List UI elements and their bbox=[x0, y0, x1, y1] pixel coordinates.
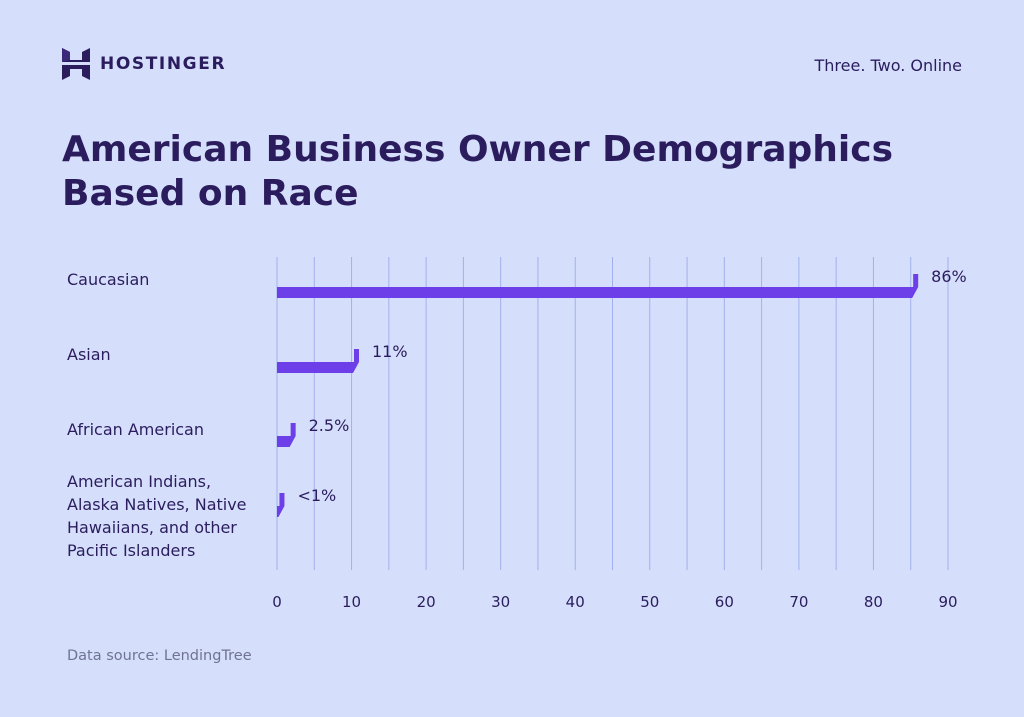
x-tick-label: 30 bbox=[491, 593, 510, 611]
bar bbox=[277, 274, 919, 298]
data-label: 86% bbox=[931, 267, 967, 286]
brand-name: HOSTINGER bbox=[100, 54, 227, 74]
category-label-asian: Asian bbox=[67, 345, 111, 364]
x-tick-label: 20 bbox=[417, 593, 436, 611]
bar bbox=[277, 423, 296, 447]
x-tick-label: 50 bbox=[640, 593, 659, 611]
category-label-african-american: African American bbox=[67, 420, 204, 439]
data-label: 2.5% bbox=[309, 416, 350, 435]
category-label-caucasian: Caucasian bbox=[67, 270, 150, 289]
bar bbox=[277, 493, 285, 517]
bar bbox=[277, 349, 360, 373]
data-source: Data source: LendingTree bbox=[67, 648, 252, 664]
data-label: <1% bbox=[297, 486, 336, 505]
brand: HOSTINGER bbox=[62, 48, 226, 80]
x-tick-label: 0 bbox=[272, 593, 282, 611]
category-label-american-indians: American Indians, Alaska Natives, Native… bbox=[67, 472, 247, 560]
chart-title: American Business Owner Demographics Bas… bbox=[62, 129, 894, 214]
x-tick-label: 70 bbox=[789, 593, 808, 611]
x-tick-label: 10 bbox=[342, 593, 361, 611]
x-tick-label: 60 bbox=[715, 593, 734, 611]
tagline: Three. Two. Online bbox=[814, 56, 963, 75]
x-tick-label: 40 bbox=[566, 593, 585, 611]
x-tick-label: 90 bbox=[938, 593, 957, 611]
x-tick-label: 80 bbox=[864, 593, 883, 611]
hostinger-logo-icon bbox=[62, 48, 90, 80]
data-label: 11% bbox=[372, 342, 408, 361]
